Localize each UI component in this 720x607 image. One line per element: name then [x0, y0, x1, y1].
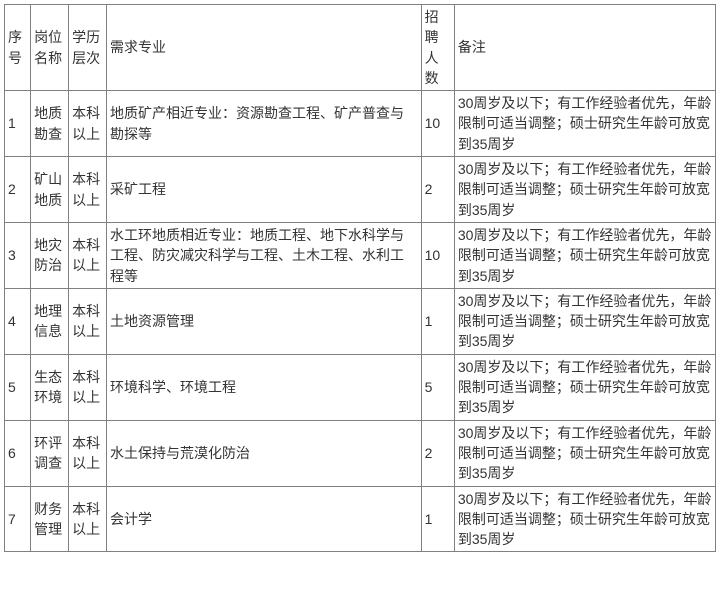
cell-post: 矿山地质 — [31, 157, 69, 223]
cell-seq: 1 — [5, 91, 31, 157]
cell-seq: 4 — [5, 288, 31, 354]
cell-post: 地质勘查 — [31, 91, 69, 157]
cell-seq: 7 — [5, 486, 31, 552]
cell-edu: 本科以上 — [69, 157, 107, 223]
cell-seq: 6 — [5, 420, 31, 486]
table-row: 1地质勘查本科以上地质矿产相近专业：资源勘查工程、矿产普查与勘探等1030周岁及… — [5, 91, 716, 157]
cell-post: 财务管理 — [31, 486, 69, 552]
cell-remark: 30周岁及以下；有工作经验者优先，年龄限制可适当调整；硕士研究生年龄可放宽到35… — [454, 354, 715, 420]
cell-major: 采矿工程 — [107, 157, 422, 223]
cell-remark: 30周岁及以下；有工作经验者优先，年龄限制可适当调整；硕士研究生年龄可放宽到35… — [454, 288, 715, 354]
cell-major: 水土保持与荒漠化防治 — [107, 420, 422, 486]
cell-post: 地灾防治 — [31, 222, 69, 288]
col-header-3: 需求专业 — [107, 5, 422, 91]
table-header-row: 序号岗位名称学历层次需求专业招聘人数备注 — [5, 5, 716, 91]
table-row: 5生态环境本科以上环境科学、环境工程530周岁及以下；有工作经验者优先，年龄限制… — [5, 354, 716, 420]
table-row: 6环评调查本科以上水土保持与荒漠化防治230周岁及以下；有工作经验者优先，年龄限… — [5, 420, 716, 486]
col-header-4: 招聘人数 — [421, 5, 454, 91]
cell-seq: 3 — [5, 222, 31, 288]
cell-remark: 30周岁及以下；有工作经验者优先，年龄限制可适当调整；硕士研究生年龄可放宽到35… — [454, 157, 715, 223]
recruitment-table: 序号岗位名称学历层次需求专业招聘人数备注 1地质勘查本科以上地质矿产相近专业：资… — [4, 4, 716, 552]
col-header-1: 岗位名称 — [31, 5, 69, 91]
cell-edu: 本科以上 — [69, 288, 107, 354]
cell-edu: 本科以上 — [69, 91, 107, 157]
cell-major: 环境科学、环境工程 — [107, 354, 422, 420]
table-row: 7财务管理本科以上会计学130周岁及以下；有工作经验者优先，年龄限制可适当调整；… — [5, 486, 716, 552]
col-header-2: 学历层次 — [69, 5, 107, 91]
cell-count: 10 — [421, 222, 454, 288]
cell-major: 地质矿产相近专业：资源勘查工程、矿产普查与勘探等 — [107, 91, 422, 157]
cell-edu: 本科以上 — [69, 354, 107, 420]
cell-major: 土地资源管理 — [107, 288, 422, 354]
cell-major: 会计学 — [107, 486, 422, 552]
cell-remark: 30周岁及以下；有工作经验者优先，年龄限制可适当调整；硕士研究生年龄可放宽到35… — [454, 486, 715, 552]
col-header-0: 序号 — [5, 5, 31, 91]
table-row: 3地灾防治本科以上水工环地质相近专业：地质工程、地下水科学与工程、防灾减灾科学与… — [5, 222, 716, 288]
cell-post: 环评调查 — [31, 420, 69, 486]
cell-post: 生态环境 — [31, 354, 69, 420]
cell-post: 地理信息 — [31, 288, 69, 354]
cell-count: 1 — [421, 486, 454, 552]
cell-remark: 30周岁及以下；有工作经验者优先，年龄限制可适当调整；硕士研究生年龄可放宽到35… — [454, 222, 715, 288]
cell-count: 2 — [421, 420, 454, 486]
cell-count: 1 — [421, 288, 454, 354]
col-header-5: 备注 — [454, 5, 715, 91]
table-row: 4地理信息本科以上土地资源管理130周岁及以下；有工作经验者优先，年龄限制可适当… — [5, 288, 716, 354]
cell-edu: 本科以上 — [69, 420, 107, 486]
cell-edu: 本科以上 — [69, 222, 107, 288]
cell-seq: 2 — [5, 157, 31, 223]
cell-major: 水工环地质相近专业：地质工程、地下水科学与工程、防灾减灾科学与工程、土木工程、水… — [107, 222, 422, 288]
cell-count: 10 — [421, 91, 454, 157]
cell-remark: 30周岁及以下；有工作经验者优先，年龄限制可适当调整；硕士研究生年龄可放宽到35… — [454, 91, 715, 157]
cell-count: 2 — [421, 157, 454, 223]
cell-seq: 5 — [5, 354, 31, 420]
table-row: 2矿山地质本科以上采矿工程230周岁及以下；有工作经验者优先，年龄限制可适当调整… — [5, 157, 716, 223]
cell-remark: 30周岁及以下；有工作经验者优先，年龄限制可适当调整；硕士研究生年龄可放宽到35… — [454, 420, 715, 486]
cell-edu: 本科以上 — [69, 486, 107, 552]
cell-count: 5 — [421, 354, 454, 420]
